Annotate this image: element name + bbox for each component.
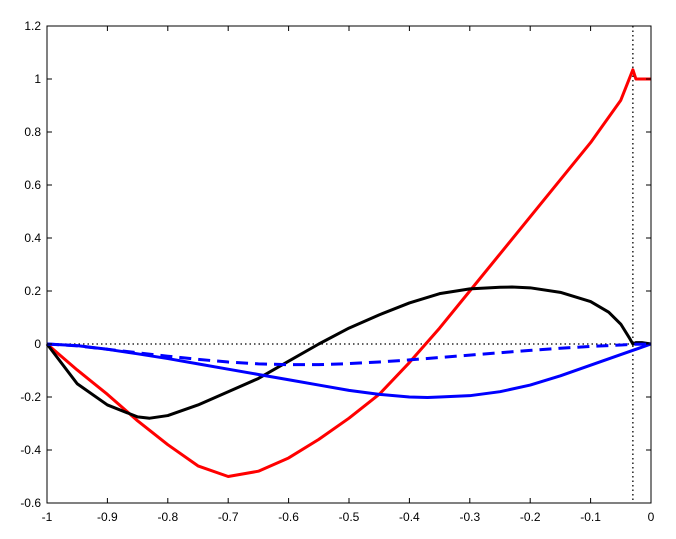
y-tick-label: -0.6 bbox=[20, 496, 41, 510]
x-tick-label: -0.8 bbox=[157, 510, 178, 524]
y-tick-label: 1.2 bbox=[24, 19, 41, 33]
reference-lines bbox=[47, 26, 651, 503]
x-tick-label: -0.1 bbox=[580, 510, 601, 524]
series-line-3 bbox=[46, 342, 652, 400]
x-tick-label: -0.7 bbox=[218, 510, 239, 524]
series-line-2 bbox=[45, 285, 652, 420]
x-tick-label: -0.5 bbox=[339, 510, 360, 524]
series-line-1 bbox=[46, 68, 651, 478]
x-tick-label: -0.4 bbox=[399, 510, 420, 524]
y-tick-label: -0.4 bbox=[20, 443, 41, 457]
y-tick-label: 0.6 bbox=[24, 178, 41, 192]
x-tick-label: -0.9 bbox=[97, 510, 118, 524]
y-tick-label: 0.4 bbox=[24, 231, 41, 245]
y-tick-label: 0.8 bbox=[24, 125, 41, 139]
plot-frame bbox=[46, 25, 652, 504]
x-tick-label: -0.2 bbox=[520, 510, 541, 524]
x-tick-label: -0.3 bbox=[459, 510, 480, 524]
y-tick-label: 0.2 bbox=[24, 284, 41, 298]
x-tick-label: 0 bbox=[648, 510, 655, 524]
x-tick-label: -1 bbox=[42, 510, 53, 524]
x-tick-label: -0.6 bbox=[278, 510, 299, 524]
axis-ticks: -1 -0.9 -0.8 -0.7 -0.6 -0.5 -0.4 -0.3 -0.2 -0.1 0 -… bbox=[20, 19, 654, 524]
y-tick-label: 1 bbox=[34, 72, 41, 86]
series-line-4 bbox=[46, 342, 652, 367]
y-tick-label: -0.2 bbox=[20, 390, 41, 404]
series-layer bbox=[45, 68, 652, 478]
y-tick-label: 0 bbox=[34, 337, 41, 351]
